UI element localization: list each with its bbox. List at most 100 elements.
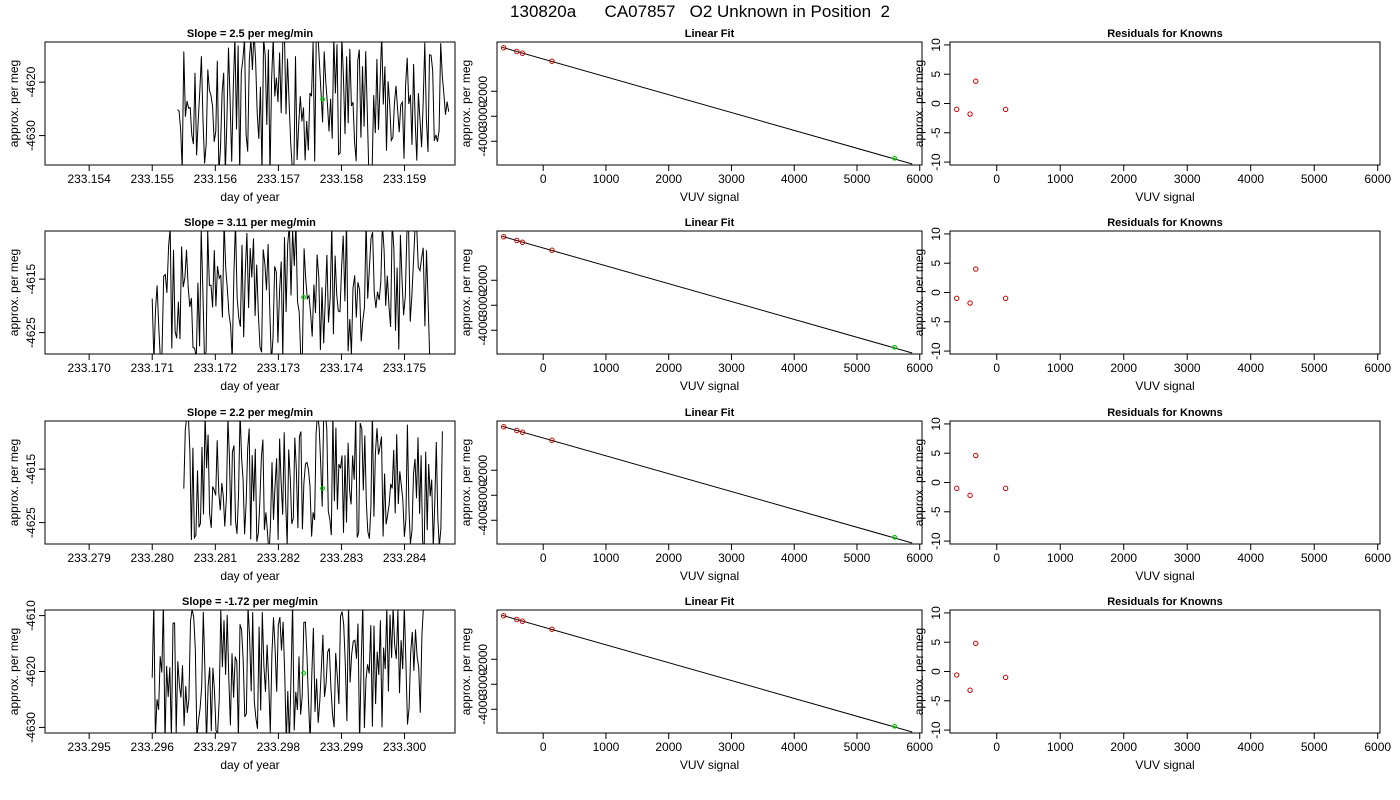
chart-7-xtick-label: 233.279 (67, 551, 111, 565)
chart-5-known-point (519, 239, 526, 245)
chart-1-ytick-label: -4630 (24, 120, 38, 151)
chart-10-unknown-point (301, 670, 307, 676)
chart-10-title: Slope = -1.72 per meg/min (182, 596, 318, 608)
chart-5-xtick-label: 4000 (781, 361, 808, 375)
chart-12-xtick-label: 5000 (1301, 740, 1328, 754)
chart-9-title: Residuals for Knowns (1107, 407, 1223, 419)
chart-7-frame (44, 420, 456, 545)
chart-8-known-point (549, 437, 555, 443)
chart-5-title: Linear Fit (685, 217, 735, 229)
chart-8-xlabel: VUV signal (680, 569, 739, 583)
chart-8-ylabel: approx. per meg (459, 439, 473, 526)
chart-10-xlabel: day of year (220, 758, 279, 772)
chart-2-known-point (549, 58, 555, 64)
chart-11-xtick-label: 5000 (844, 740, 871, 754)
chart-5-xtick-label: 5000 (844, 361, 871, 375)
chart-10-ytick-label: -4620 (24, 656, 38, 687)
chart-12-xtick-label: 0 (993, 740, 1000, 754)
chart-12-xtick-label: 3000 (1174, 740, 1201, 754)
chart-12-xtick-label: 1000 (1047, 740, 1074, 754)
chart-11-known-point (500, 613, 507, 619)
chart-4-xtick-label: 233.171 (131, 361, 175, 375)
chart-11-xtick-label: 4000 (781, 740, 808, 754)
chart-8-xtick-label: 1000 (593, 551, 620, 565)
chart-3-known-point (954, 106, 960, 113)
chart-4-xtick-label: 233.175 (383, 361, 427, 375)
chart-1-xlabel: day of year (220, 190, 279, 204)
chart-1-ytick-label: -4620 (24, 66, 38, 97)
chart-3-xtick-label: 4000 (1237, 172, 1264, 186)
chart-4-trace (151, 231, 431, 354)
chart-12-xlabel: VUV signal (1135, 758, 1194, 772)
chart-2-xtick-label: 6000 (906, 172, 933, 186)
chart-3-ytick-label: 5 (929, 71, 943, 78)
chart-5-xtick-label: 1000 (593, 361, 620, 375)
chart-11-ytick-label: -2000 (476, 644, 490, 675)
chart-5-ylabel: approx. per meg (459, 249, 473, 336)
chart-6-ytick-label: 10 (929, 227, 943, 241)
chart-2-xtick-label: 4000 (781, 172, 808, 186)
chart-12-ytick-label: -5 (929, 695, 943, 706)
chart-12-ytick-label: -10 (929, 721, 943, 739)
chart-4-unknown-point (301, 294, 307, 300)
chart-11-ytick-label: -3000 (476, 669, 490, 700)
chart-4-xtick-label: 233.172 (194, 361, 238, 375)
chart-8-known-point (519, 429, 526, 435)
chart-3-ylabel: approx. per meg (912, 60, 926, 147)
chart-12-xtick-label: 6000 (1364, 740, 1391, 754)
chart-9-ytick-label: 5 (929, 450, 943, 457)
chart-11-known-point (519, 618, 526, 624)
chart-3-ytick-label: -10 (929, 153, 943, 171)
chart-12-known-point (1002, 674, 1009, 681)
chart-6-ylabel: approx. per meg (912, 249, 926, 336)
chart-8-title: Linear Fit (685, 407, 735, 419)
chart-2-xtick-label: 5000 (844, 172, 871, 186)
chart-2-unknown-point (892, 155, 898, 161)
chart-9-xtick-label: 1000 (1047, 551, 1074, 565)
chart-8-xtick-label: 2000 (655, 551, 682, 565)
chart-12-known-point (967, 687, 973, 693)
chart-11-xlabel: VUV signal (680, 758, 739, 772)
chart-4-ytick-label: -4625 (24, 317, 38, 348)
chart-9-xtick-label: 5000 (1301, 551, 1328, 565)
chart-7-xtick-label: 233.281 (194, 551, 238, 565)
chart-7-ylabel: approx. per meg (7, 439, 21, 526)
chart-3-title: Residuals for Knowns (1107, 28, 1223, 40)
chart-4-title: Slope = 3.11 per meg/min (184, 217, 316, 229)
chart-1-xtick-label: 233.158 (320, 172, 364, 186)
chart-7-title: Slope = 2.2 per meg/min (187, 407, 314, 419)
chart-2-fit-line (502, 46, 913, 165)
chart-6-known-point (967, 300, 973, 306)
chart-1-trace (177, 42, 450, 165)
chart-2-xtick-label: 0 (540, 172, 547, 186)
chart-11-known-point (514, 616, 520, 623)
chart-1-unknown-point (320, 96, 325, 102)
chart-3-xtick-label: 0 (993, 172, 1000, 186)
chart-4-ylabel: approx. per meg (7, 249, 21, 336)
chart-1-xtick-label: 233.157 (257, 172, 301, 186)
chart-9-ylabel: approx. per meg (912, 439, 926, 526)
chart-10-ytick-label: -4610 (24, 600, 38, 631)
chart-2-ytick-label: -2000 (476, 76, 490, 107)
chart-2-known-point (500, 45, 507, 51)
chart-5-xlabel: VUV signal (680, 379, 739, 393)
chart-5-xtick-label: 6000 (906, 361, 933, 375)
chart-11-fit-line (502, 614, 913, 733)
chart-11-unknown-point (892, 723, 898, 729)
chart-9-xtick-label: 6000 (1364, 551, 1391, 565)
chart-8-xtick-label: 0 (540, 551, 547, 565)
chart-11-xtick-label: 2000 (655, 740, 682, 754)
chart-6-xtick-label: 4000 (1237, 361, 1264, 375)
chart-7-trace (183, 421, 443, 544)
chart-5-frame (496, 230, 923, 355)
chart-4-xtick-label: 233.170 (67, 361, 111, 375)
chart-9-ytick-label: -10 (929, 532, 943, 550)
chart-9-known-point (954, 485, 960, 492)
chart-10-xtick-label: 233.296 (131, 740, 175, 754)
chart-3-known-point (1002, 106, 1009, 113)
chart-9-xtick-label: 2000 (1110, 551, 1137, 565)
chart-1-xtick-label: 233.159 (383, 172, 427, 186)
chart-6-xtick-label: 5000 (1301, 361, 1328, 375)
chart-6-xtick-label: 2000 (1110, 361, 1137, 375)
